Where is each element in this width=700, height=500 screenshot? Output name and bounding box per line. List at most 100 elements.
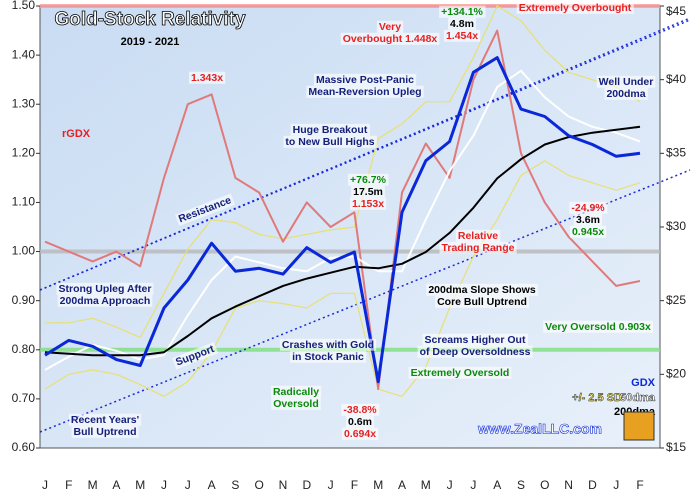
chart-subtitle: 2019 - 2021 (121, 36, 180, 48)
annotation-box (172, 342, 219, 370)
annotation: Huge Breakout (293, 124, 368, 136)
x-tick-label: F (351, 478, 358, 492)
annotation: +134.1% (441, 6, 483, 18)
annotation: in Stock Panic (292, 351, 364, 363)
logo (623, 411, 655, 441)
annotation-box (443, 29, 481, 42)
x-tick-label: A (208, 478, 216, 492)
annotation: 3.6m (576, 214, 600, 226)
y-tick-label: 0.70 (12, 391, 36, 405)
x-tick-label: M (88, 478, 98, 492)
y2-tick-label: $20 (666, 367, 686, 381)
annotation-box (439, 5, 486, 18)
annotation: 0.945x (572, 226, 604, 238)
x-tick-label: M (135, 478, 145, 492)
annotation: Mean-Reversion Upleg (308, 86, 421, 98)
annotation-box (68, 413, 142, 426)
annotation-box (417, 345, 533, 358)
annotation-box (569, 201, 608, 214)
annotation: Oversold (273, 398, 319, 410)
annotation: +76.7% (350, 174, 387, 186)
annotation: Trading Range (442, 242, 515, 254)
annotation-box (439, 241, 517, 254)
annotation-box (596, 75, 656, 88)
annotation: 1.343x (191, 72, 223, 84)
x-tick-label: S (517, 478, 525, 492)
annotation-box (376, 20, 404, 33)
y-tick-label: 1.20 (12, 146, 36, 160)
x-tick-label: A (493, 478, 501, 492)
y-tick-label: 0.60 (12, 440, 36, 454)
x-tick-label: J (447, 478, 453, 492)
annotation-box (340, 32, 440, 45)
annotation-box (516, 1, 634, 14)
annotation: Very Oversold 0.903x (545, 321, 651, 333)
x-tick-label: F (636, 478, 643, 492)
legend-label: GDX (631, 377, 656, 389)
x-tick-label: D (588, 478, 597, 492)
x-tick-label: O (255, 478, 264, 492)
y2-tick-label: $25 (666, 293, 686, 307)
y-tick-label: 1.40 (12, 47, 36, 61)
y2-tick-label: $35 (666, 146, 686, 160)
annotation-box (348, 173, 389, 186)
annotation: 1.153x (352, 198, 384, 210)
annotation-box (426, 283, 538, 296)
annotation-box (270, 385, 322, 398)
annotation: Well Under (599, 76, 654, 88)
legend-label: +/- 2.5 SD (572, 392, 622, 404)
annotation-box (188, 71, 226, 84)
annotation: Massive Post-Panic (316, 74, 414, 86)
x-tick-label: N (279, 478, 288, 492)
annotation: 1.454x (446, 30, 478, 42)
annotation: Extremely Overbought (519, 2, 632, 14)
annotation-box (604, 87, 648, 100)
annotation: 0.694x (344, 428, 376, 440)
annotation-box (346, 415, 374, 428)
legend-label: rGDX (62, 128, 91, 140)
series-line (44, 29, 641, 391)
x-tick-label: J (470, 478, 476, 492)
y-tick-label: 1.10 (12, 195, 36, 209)
annotation-box (435, 295, 529, 308)
x-tick-label: J (328, 478, 334, 492)
annotation: Recent Years' (71, 414, 139, 426)
y2-tick-label: $40 (666, 72, 686, 86)
annotation-box (349, 197, 387, 210)
annotation: 200dma Approach (60, 295, 151, 307)
website: www.ZealLLC.com (477, 421, 602, 437)
x-tick-label: J (161, 478, 167, 492)
annotation: Overbought 1.448x (343, 33, 438, 45)
x-tick-label: J (42, 478, 48, 492)
annotation-box (408, 366, 512, 379)
annotation: 2.10.2021 (377, 461, 424, 473)
annotation: 200dma (606, 88, 645, 100)
annotation: Bull Uptrend (74, 426, 137, 438)
annotation-box (569, 225, 607, 238)
annotation-box (448, 17, 476, 30)
band-upper (45, 5, 641, 339)
chart-title: Gold-Stock Relativity (54, 9, 246, 30)
annotation-box (290, 350, 367, 363)
y2-tick-label: $45 (666, 4, 686, 18)
annotation: Crashes with Gold (282, 339, 374, 351)
annotation-box (455, 229, 501, 242)
annotation: Extremely Oversold (411, 367, 510, 379)
annotation-box (283, 135, 377, 148)
x-tick-label: S (231, 478, 239, 492)
annotation-box (57, 294, 153, 307)
annotation: 4.8m (450, 18, 474, 30)
y2-tick-label: $30 (666, 219, 686, 233)
annotation: 17.5m (353, 186, 383, 198)
annotation: Relative (458, 230, 498, 242)
annotation: -38.8% (343, 404, 377, 416)
x-tick-label: N (564, 478, 573, 492)
series-line (44, 56, 641, 384)
annotation-box (306, 85, 424, 98)
annotation-box (351, 185, 385, 198)
annotation: of Deep Oversoldness (420, 346, 531, 358)
y-tick-label: 1.50 (12, 0, 36, 12)
annotation: Very (379, 21, 401, 33)
annotation-box (574, 213, 602, 226)
